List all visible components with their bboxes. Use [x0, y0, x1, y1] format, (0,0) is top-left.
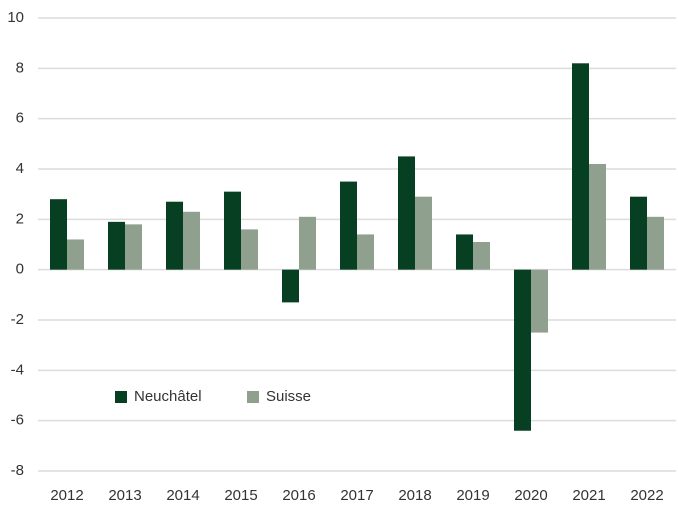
bar	[357, 234, 374, 270]
bar	[299, 216, 316, 270]
bar	[125, 224, 142, 270]
y-tick-label: -8	[11, 462, 24, 479]
x-tick-label: 2012	[50, 487, 83, 504]
bar	[647, 216, 664, 270]
bar	[589, 163, 606, 270]
legend-swatch	[115, 391, 127, 403]
bar	[473, 241, 490, 270]
legend-label: Suisse	[266, 388, 311, 405]
x-tick-label: 2021	[572, 487, 605, 504]
legend-swatch	[247, 391, 259, 403]
x-tick-label: 2019	[456, 487, 489, 504]
x-tick-label: 2015	[224, 487, 257, 504]
y-tick-label: -6	[11, 412, 24, 429]
bar	[67, 239, 84, 270]
legend-label: Neuchâtel	[134, 388, 202, 405]
y-tick-label: 0	[16, 261, 24, 278]
bar	[241, 229, 258, 270]
bar	[572, 63, 589, 270]
x-tick-label: 2018	[398, 487, 431, 504]
y-tick-label: 4	[16, 160, 24, 177]
bar	[183, 211, 200, 270]
bar	[630, 196, 647, 270]
x-tick-label: 2022	[630, 487, 663, 504]
y-tick-label: 8	[16, 59, 24, 76]
y-tick-label: 2	[16, 210, 24, 227]
x-tick-label: 2013	[108, 487, 141, 504]
bar	[531, 269, 548, 333]
y-tick-label: -4	[11, 361, 24, 378]
bar	[166, 201, 183, 270]
bar	[456, 234, 473, 270]
y-tick-label: -2	[11, 311, 24, 328]
x-tick-label: 2014	[166, 487, 199, 504]
bar	[282, 269, 299, 303]
bar	[50, 199, 67, 270]
y-tick-label: 6	[16, 110, 24, 127]
bar	[108, 221, 125, 270]
bar	[514, 269, 531, 431]
x-tick-label: 2020	[514, 487, 547, 504]
x-tick-label: 2017	[340, 487, 373, 504]
bar	[224, 191, 241, 270]
bar	[340, 181, 357, 270]
bar	[398, 156, 415, 270]
y-tick-label: 10	[7, 9, 24, 26]
bar	[415, 196, 432, 270]
x-tick-label: 2016	[282, 487, 315, 504]
